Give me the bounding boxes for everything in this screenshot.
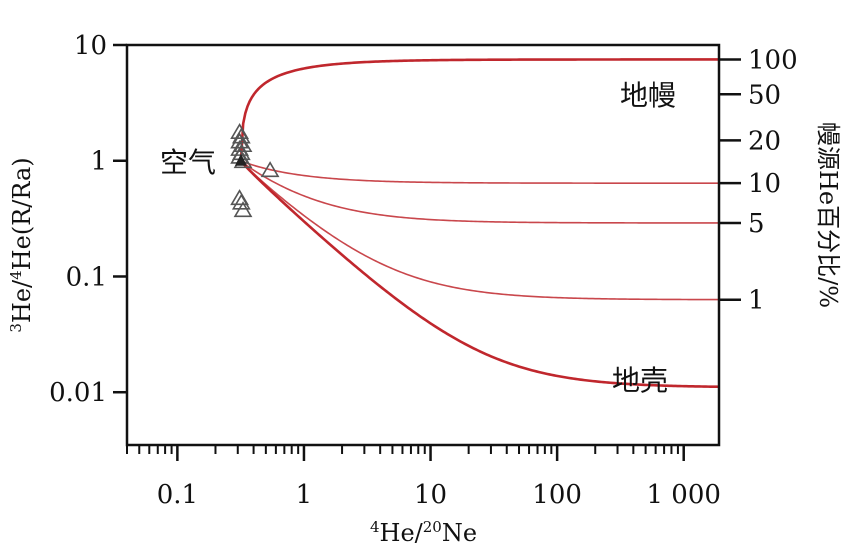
- sample-points: [230, 123, 280, 218]
- y-left-tick-label: 10: [74, 31, 107, 61]
- y-left-tick-label: 0.1: [66, 262, 107, 292]
- y-right-tick-label: 5: [748, 209, 765, 239]
- x-tick-label: 1 000: [646, 480, 720, 510]
- y-axis-title-right: 幔源He百分比/%: [814, 122, 842, 308]
- y-right-tick-label: 20: [748, 126, 781, 156]
- y-right-tick-label: 50: [748, 80, 781, 110]
- mixing-curve: [240, 160, 719, 224]
- mixing-curve: [239, 58, 719, 161]
- sample-triangle: [231, 193, 251, 210]
- crust-label: 地壳: [612, 364, 668, 397]
- y-right-tick-label: 1: [748, 286, 765, 316]
- sample-triangle: [233, 201, 253, 218]
- y-left-tick-label: 1: [90, 147, 107, 177]
- mixing-curve: [240, 160, 719, 184]
- mixing-curve: [240, 160, 720, 301]
- y-right-tick-label: 10: [748, 169, 781, 199]
- x-tick-label: 0.1: [157, 480, 198, 510]
- y-axis-title-left: 3He/4He(R/Ra): [7, 157, 36, 332]
- x-tick-label: 1: [296, 480, 313, 510]
- x-tick-label: 10: [414, 480, 447, 510]
- sample-triangle: [231, 127, 251, 144]
- plot-frame: [125, 43, 721, 447]
- tick-labels: 0.1 1 10 100 1 000 10 1 0.1 0.01 100 50 20 10 5 1: [49, 31, 798, 510]
- y-left-tick-label: 0.01: [49, 378, 107, 408]
- x-axis-title: 4He/20Ne: [370, 518, 477, 547]
- mantle-label: 地幔: [620, 79, 676, 112]
- air-point-marker: [234, 153, 247, 166]
- y-right-tick-label: 100: [748, 45, 798, 75]
- mixing-curve: [239, 159, 720, 389]
- sample-triangle: [233, 136, 253, 153]
- mixing-curves: [239, 58, 720, 389]
- x-tick-label: 100: [532, 480, 582, 510]
- sample-triangle: [260, 161, 280, 178]
- air-label: 空气: [160, 146, 216, 179]
- axis-ticks: [113, 43, 741, 461]
